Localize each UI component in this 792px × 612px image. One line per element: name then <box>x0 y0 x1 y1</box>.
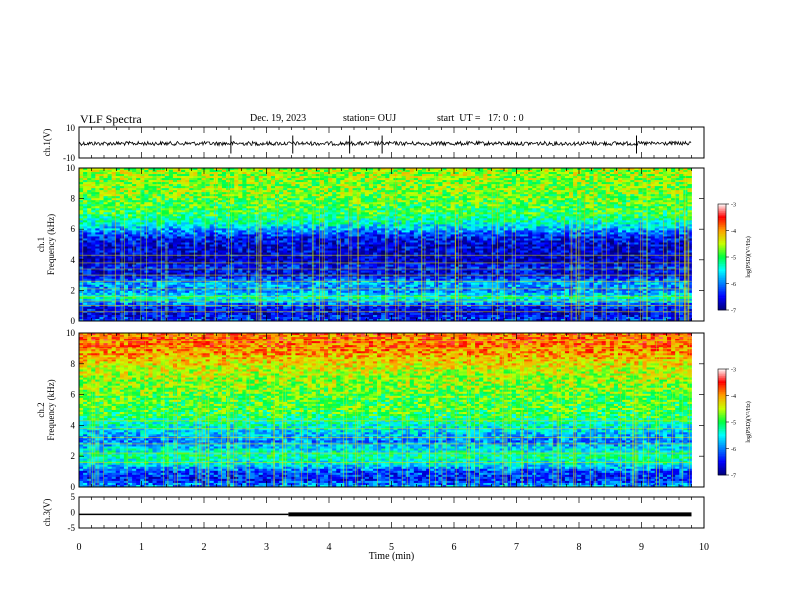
s1-heatmap <box>79 168 692 321</box>
ch1-ylabel: ch.1(V) <box>42 129 52 157</box>
ch1-waveform-line <box>79 142 691 146</box>
ch1-ytick-label: -10 <box>63 153 75 163</box>
ch1-ytick-label: 10 <box>66 123 76 133</box>
